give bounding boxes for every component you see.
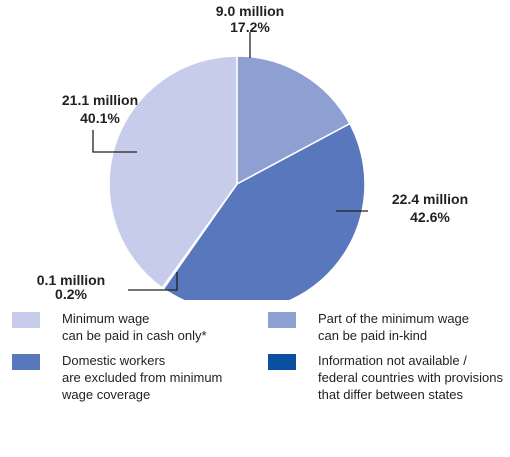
leader-lines: [92, 32, 368, 291]
leader-line-notavailable: [128, 272, 178, 291]
leader-line-cashonly: [92, 130, 137, 153]
label-domestic-value: 22.4 million: [392, 191, 468, 207]
legend-label: Information not available / federal coun…: [318, 353, 503, 402]
pie-slices: [108, 55, 366, 300]
label-domestic-percent: 42.6%: [410, 209, 450, 225]
label-cashonly-value: 21.1 million: [62, 92, 138, 108]
legend-item-domestic-excluded: Domestic workers are excluded from minim…: [12, 352, 222, 403]
legend-swatch: [12, 312, 40, 328]
label-notavailable-value: 0.1 million: [37, 272, 105, 288]
slice-cashonly: [108, 55, 238, 289]
legend-label: Minimum wage can be paid in cash only*: [62, 311, 207, 343]
legend-item-not-available: Information not available / federal coun…: [268, 352, 503, 403]
legend-swatch: [268, 312, 296, 328]
label-cashonly-percent: 40.1%: [80, 110, 120, 126]
legend: Minimum wage can be paid in cash only* P…: [0, 300, 510, 457]
legend-label: Domestic workers are excluded from minim…: [62, 353, 223, 402]
legend-swatch: [268, 354, 296, 370]
legend-swatch: [12, 354, 40, 370]
slice-domestic: [162, 122, 366, 300]
label-inkind-value: 9.0 million: [216, 3, 284, 19]
legend-item-in-kind: Part of the minimum wage can be paid in-…: [268, 310, 469, 344]
legend-item-cash-only: Minimum wage can be paid in cash only*: [12, 310, 207, 344]
pie-chart: 9.0 million 17.2% 22.4 million 42.6% 0.1…: [37, 3, 468, 300]
label-inkind-percent: 17.2%: [230, 19, 270, 35]
slice-inkind: [236, 55, 351, 186]
label-notavailable-percent: 0.2%: [55, 286, 87, 300]
legend-label: Part of the minimum wage can be paid in-…: [318, 311, 470, 343]
